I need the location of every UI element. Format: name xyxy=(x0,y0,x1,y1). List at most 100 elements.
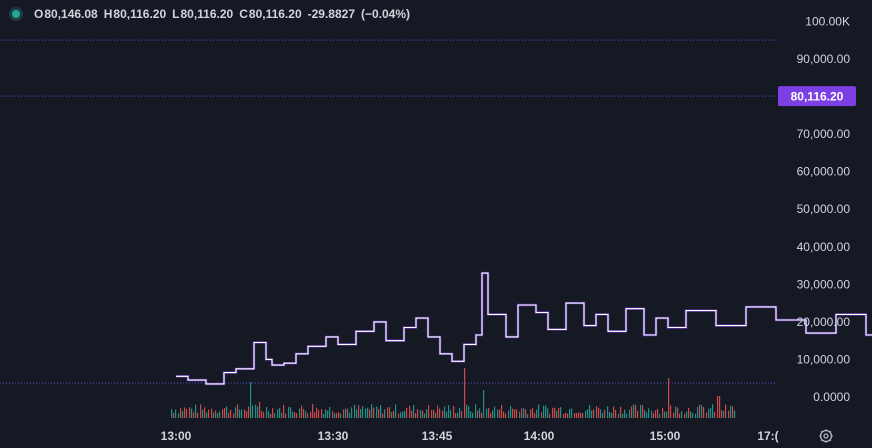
price-line-glow xyxy=(176,271,872,386)
volume-bar xyxy=(237,404,239,418)
volume-bar xyxy=(281,412,283,418)
volume-bar xyxy=(299,408,301,418)
volume-bar xyxy=(219,411,221,418)
volume-bar xyxy=(285,413,287,418)
volume-bar xyxy=(510,405,512,418)
volume-bar xyxy=(415,413,417,418)
volume-bar xyxy=(334,413,336,418)
volume-bar xyxy=(391,411,393,418)
volume-bar xyxy=(653,413,655,418)
volume-bar xyxy=(607,406,609,418)
volume-bar xyxy=(252,405,254,418)
volume-bar xyxy=(255,404,257,418)
volume-bar xyxy=(532,407,534,418)
high-key: H xyxy=(103,7,113,21)
volume-bar xyxy=(211,408,213,418)
volume-bar xyxy=(525,409,527,418)
volume-bar xyxy=(345,408,347,418)
volume-bar xyxy=(435,412,437,418)
volume-bar xyxy=(692,413,694,418)
volume-bar xyxy=(446,411,448,418)
volume-bar xyxy=(475,404,477,418)
volume-bar xyxy=(387,407,389,418)
volume-bar xyxy=(488,407,490,418)
volume-bar xyxy=(549,413,551,418)
volume-bar xyxy=(351,407,353,418)
volume-bar xyxy=(453,405,455,418)
y-tick-label: 0.0000 xyxy=(813,390,850,404)
volume-bar xyxy=(635,404,637,418)
volume-bar xyxy=(343,409,345,418)
volume-bar xyxy=(171,409,173,418)
volume-bar xyxy=(354,404,356,418)
volume-bar xyxy=(690,411,692,418)
volume-bar xyxy=(541,412,543,418)
volume-bar xyxy=(552,407,554,418)
volume-bar xyxy=(699,404,701,418)
volume-bar xyxy=(230,409,232,418)
volume-bar xyxy=(560,407,562,418)
volume-bar xyxy=(178,413,180,418)
volume-bar xyxy=(349,412,351,418)
volume-bar xyxy=(378,408,380,418)
y-tick-label: 20,000.00 xyxy=(797,315,851,329)
volume-bar xyxy=(668,378,670,418)
x-tick-label: 14:00 xyxy=(524,429,555,443)
volume-bar xyxy=(503,411,505,418)
last-price-badge-bg xyxy=(778,86,856,107)
volume-bar xyxy=(294,412,296,418)
volume-bar xyxy=(626,413,628,418)
volume-bar xyxy=(417,409,419,418)
volume-bar xyxy=(437,405,439,418)
volume-bar xyxy=(631,406,633,418)
volume-bar xyxy=(226,406,228,418)
volume-bar xyxy=(277,409,279,418)
y-axis[interactable]: 100.00K 90,000.00 70,000.00 60,000.00 50,000… xyxy=(797,14,851,404)
volume-bar xyxy=(376,406,378,418)
volume-bar xyxy=(327,410,329,418)
volume-bar xyxy=(730,405,732,418)
volume-bar xyxy=(395,404,397,418)
volume-bar xyxy=(270,413,272,418)
close-value: 80,116.20 xyxy=(248,7,302,21)
y-tick-label: 40,000.00 xyxy=(797,240,851,254)
volume-bar xyxy=(186,409,188,418)
volume-bar xyxy=(189,407,191,418)
volume-bar xyxy=(717,396,719,418)
volume-bar xyxy=(439,408,441,418)
volume-bar xyxy=(624,409,626,418)
volume-bar xyxy=(666,411,668,418)
volume-bar xyxy=(323,413,325,418)
x-tick-label: 13:30 xyxy=(318,429,349,443)
volume-bar xyxy=(703,406,705,418)
volume-bar xyxy=(180,408,182,418)
volume-bar xyxy=(620,406,622,418)
x-axis[interactable]: 13:00 13:30 13:45 14:00 15:00 17:( xyxy=(161,429,779,443)
volume-bar xyxy=(512,408,514,418)
settings-gear-icon[interactable] xyxy=(818,428,834,444)
volume-bar xyxy=(483,390,485,418)
volume-bar xyxy=(266,407,268,418)
volume-bar xyxy=(530,409,532,418)
volume-bar xyxy=(585,410,587,418)
volume-bar xyxy=(321,409,323,418)
volume-bar xyxy=(204,407,206,418)
volume-bar xyxy=(554,407,556,418)
volume-bar xyxy=(195,404,197,418)
volume-bar xyxy=(222,409,224,418)
volume-bar xyxy=(200,404,202,418)
volume-bar xyxy=(431,409,433,418)
volume-bar xyxy=(382,413,384,418)
volume-bar xyxy=(413,405,415,418)
volume-bar xyxy=(215,410,217,418)
volume-bar xyxy=(261,410,263,418)
volume-bar xyxy=(472,412,474,418)
volume-bar xyxy=(734,410,736,418)
volume-bar xyxy=(651,410,653,418)
volume-bar xyxy=(213,412,215,418)
volume-bar xyxy=(347,408,349,418)
volume-bar xyxy=(468,406,470,418)
volume-bar xyxy=(233,413,235,418)
volume-bar xyxy=(662,407,664,418)
